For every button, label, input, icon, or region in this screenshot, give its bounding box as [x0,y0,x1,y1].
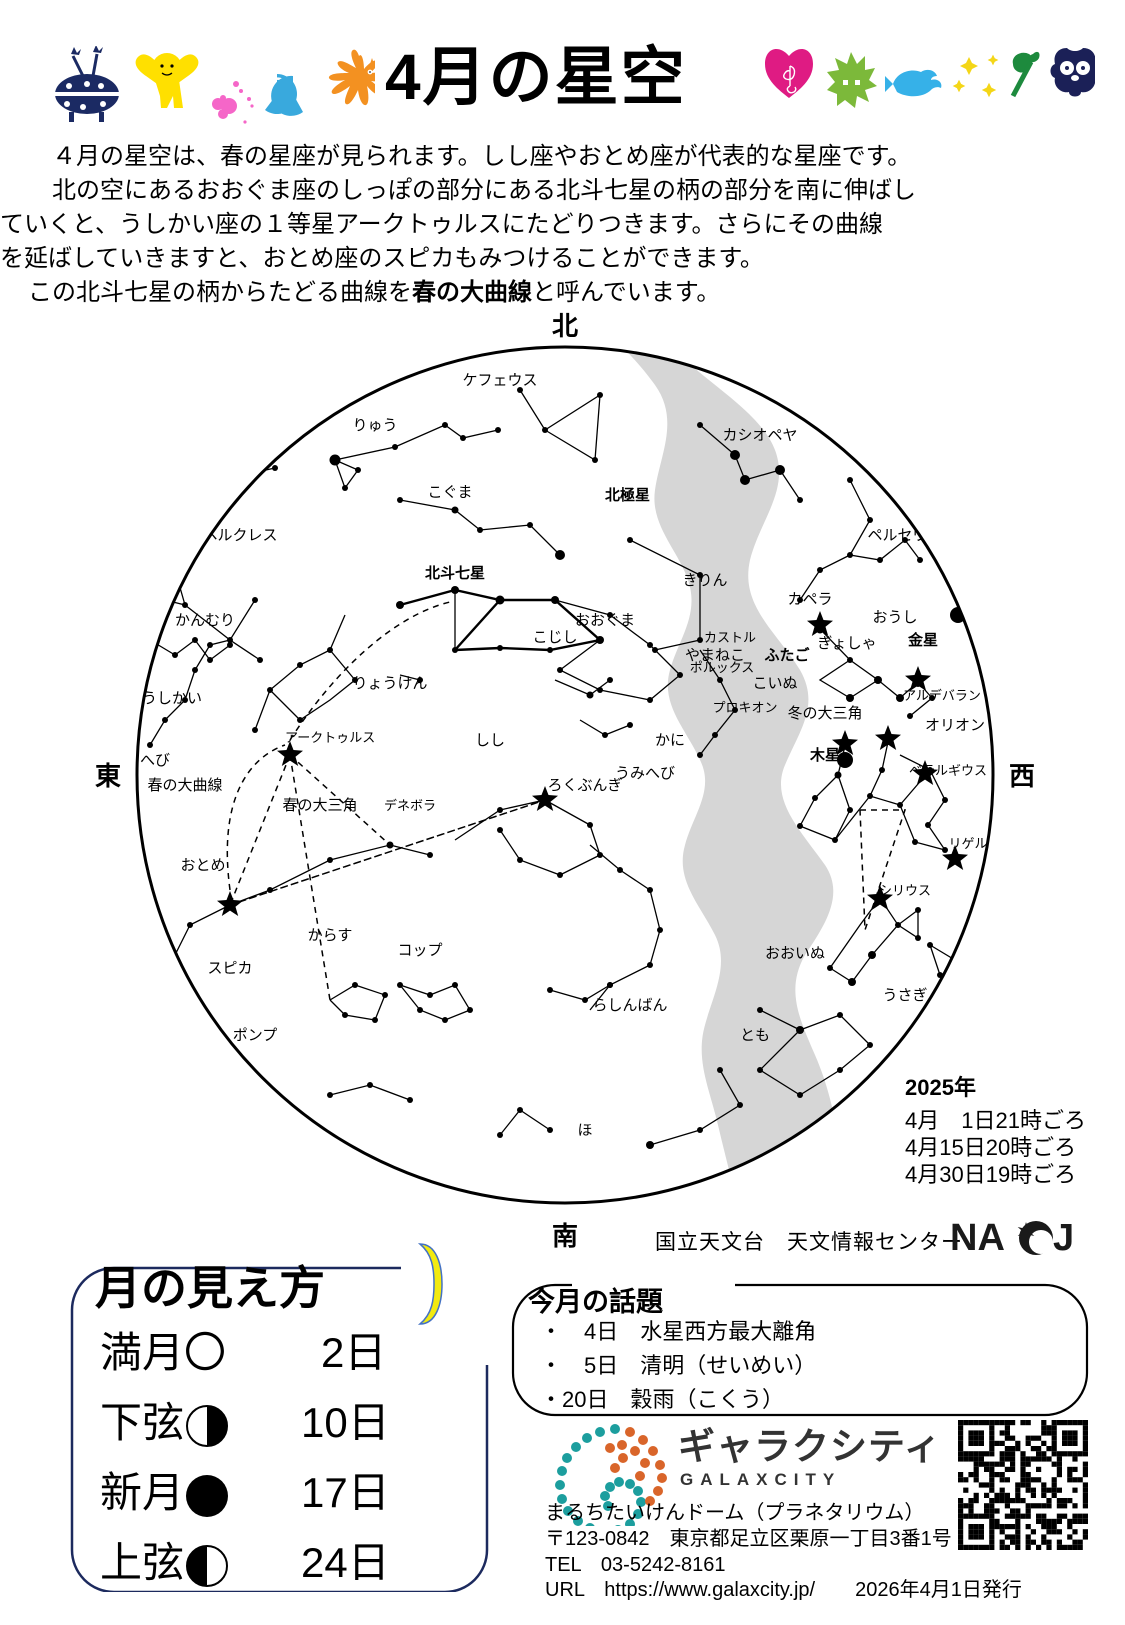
svg-text:北極星: 北極星 [605,486,650,504]
svg-text:ぎょしゃ: ぎょしゃ [817,635,876,652]
svg-text:カシオペヤ: カシオペヤ [722,427,797,444]
svg-text:リゲル: リゲル [948,836,987,851]
svg-text:ろくぶんぎ: ろくぶんぎ [547,777,622,794]
svg-text:ポルックス: ポルックス [690,660,755,675]
svg-text:うさぎ: うさぎ [882,987,927,1004]
svg-text:こいぬ: こいぬ [752,675,797,692]
svg-text:ほ: ほ [577,1122,592,1139]
svg-text:アークトゥルス: アークトゥルス [285,730,375,745]
svg-text:プロキオン: プロキオン [712,700,777,715]
svg-text:からす: からす [308,927,353,944]
svg-text:らしんばん: らしんばん [592,997,667,1014]
svg-text:4月30日19時ごろ: 4月30日19時ごろ [905,1162,1076,1187]
svg-text:こじし: こじし [532,629,577,646]
svg-text:北: 北 [552,311,578,341]
svg-text:おうし: おうし [872,609,917,626]
svg-text:東: 東 [95,761,121,791]
svg-text:ケフェウス: ケフェウス [462,372,537,389]
svg-text:コップ: コップ [397,942,442,959]
svg-text:アルデバラン: アルデバラン [903,688,981,703]
svg-text:4月 1日21時ごろ: 4月 1日21時ごろ [905,1108,1086,1133]
svg-text:シリウス: シリウス [879,883,931,898]
svg-text:北斗七星: 北斗七星 [425,565,485,582]
svg-text:うしかい: うしかい [142,690,202,707]
svg-text:カストル: カストル [704,630,756,645]
svg-text:かに: かに [655,732,685,749]
svg-text:うみへび: うみへび [615,765,675,782]
svg-text:オリオン: オリオン [925,717,985,734]
svg-text:スピカ: スピカ [207,960,252,977]
svg-text:おとめ: おとめ [180,857,225,874]
svg-text:きりん: きりん [682,572,727,589]
svg-text:春の大三角: 春の大三角 [282,797,357,814]
svg-text:カペラ: カペラ [787,591,832,608]
svg-text:春の大曲線: 春の大曲線 [147,777,222,794]
svg-text:ポンプ: ポンプ [233,1027,278,1044]
svg-text:ふたご: ふたご [764,646,810,664]
svg-text:しし: しし [475,732,505,749]
svg-text:デネボラ: デネボラ [384,798,436,813]
svg-text:2025年: 2025年 [905,1075,976,1100]
svg-text:ベテルギウス: ベテルギウス [909,763,987,778]
svg-text:木星: 木星 [809,746,840,764]
svg-text:とも: とも [740,1027,770,1044]
svg-text:りょうけん: りょうけん [352,675,427,692]
svg-text:かんむり: かんむり [175,612,235,629]
svg-text:金星: 金星 [907,631,938,649]
svg-text:へび: へび [140,752,170,769]
svg-text:南: 南 [552,1221,578,1251]
svg-text:冬の大三角: 冬の大三角 [787,705,862,722]
svg-text:おおぐま: おおぐま [575,612,635,629]
svg-text:おおいぬ: おおいぬ [765,945,825,962]
svg-text:西: 西 [1009,761,1035,791]
svg-text:こぐま: こぐま [427,484,472,501]
svg-text:りゅう: りゅう [352,417,397,434]
svg-text:4月15日20時ごろ: 4月15日20時ごろ [905,1135,1076,1160]
svg-text:ペルセウス: ペルセウス [867,527,942,544]
